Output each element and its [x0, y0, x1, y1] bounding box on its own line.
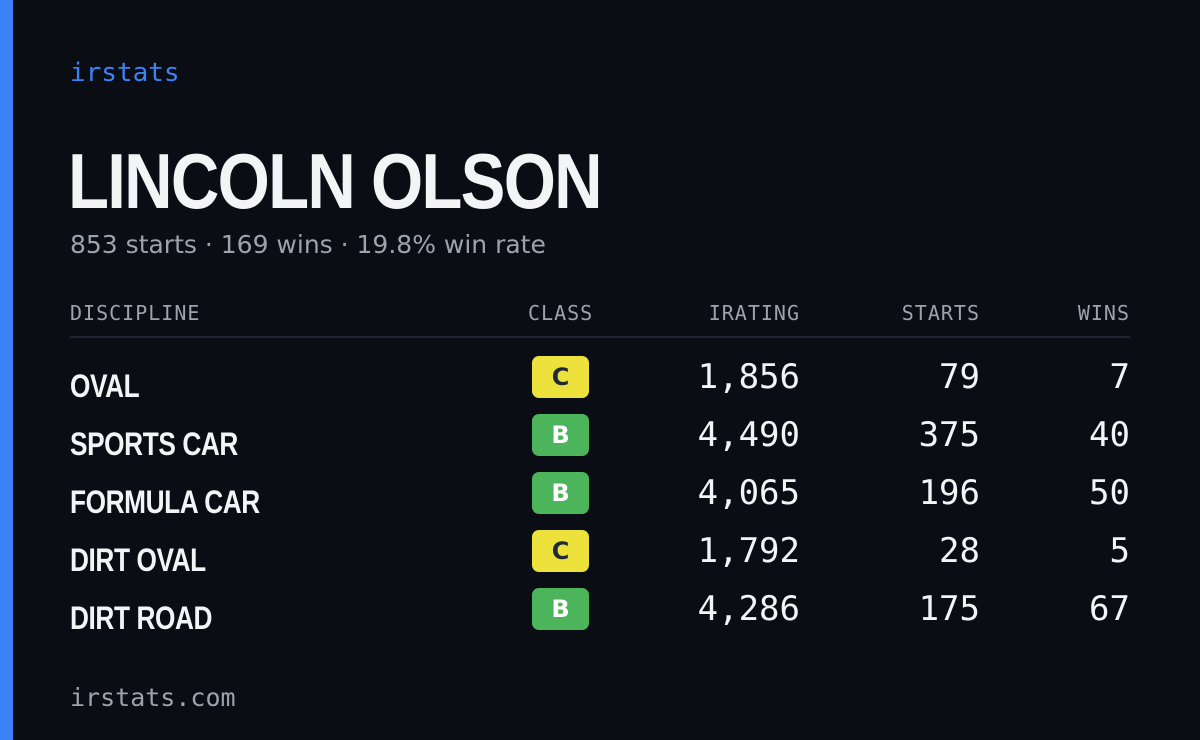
- discipline-name: OVAL: [70, 368, 140, 404]
- starts-value: 196: [918, 473, 980, 513]
- header-wins: WINS: [1077, 301, 1130, 325]
- starts-value: 175: [918, 589, 980, 629]
- table-row: DIRT ROAD B 4,286 175 67: [70, 586, 1130, 644]
- table-row: FORMULA CAR B 4,065 196 50: [70, 470, 1130, 528]
- irating-value: 4,065: [697, 473, 800, 513]
- discipline-name: FORMULA CAR: [70, 484, 260, 520]
- header-starts: STARTS: [901, 301, 980, 325]
- brand-logo: irstats: [70, 58, 180, 88]
- stats-table: DISCIPLINE CLASS IRATING STARTS WINS OVA…: [70, 296, 1130, 644]
- header-class: CLASS: [528, 301, 594, 325]
- header-irating: IRATING: [708, 301, 800, 325]
- irating-value: 4,286: [697, 589, 800, 629]
- starts-value: 28: [939, 531, 980, 571]
- class-badge: C: [532, 356, 589, 398]
- table-header: DISCIPLINE CLASS IRATING STARTS WINS: [70, 296, 1130, 338]
- irating-value: 1,856: [697, 357, 800, 397]
- table-row: OVAL C 1,856 79 7: [70, 354, 1130, 412]
- starts-value: 375: [918, 415, 980, 455]
- wins-value: 40: [1089, 415, 1130, 455]
- footer-url[interactable]: irstats.com: [70, 683, 236, 712]
- irating-value: 1,792: [697, 531, 800, 571]
- class-badge: B: [532, 588, 589, 630]
- irating-value: 4,490: [697, 415, 800, 455]
- table-row: DIRT OVAL C 1,792 28 5: [70, 528, 1130, 586]
- starts-value: 79: [939, 357, 980, 397]
- wins-value: 5: [1109, 531, 1130, 571]
- discipline-name: DIRT OVAL: [70, 542, 206, 578]
- class-badge: C: [532, 530, 589, 572]
- discipline-name: DIRT ROAD: [70, 600, 213, 636]
- player-summary: 853 starts · 169 wins · 19.8% win rate: [70, 230, 546, 259]
- player-name: LINCOLN OLSON: [68, 137, 603, 225]
- header-discipline: DISCIPLINE: [70, 301, 201, 325]
- table-body: OVAL C 1,856 79 7 SPORTS CAR B 4,490 375…: [70, 354, 1130, 644]
- table-row: SPORTS CAR B 4,490 375 40: [70, 412, 1130, 470]
- class-badge: B: [532, 472, 589, 514]
- discipline-name: SPORTS CAR: [70, 426, 238, 462]
- class-badge: B: [532, 414, 589, 456]
- wins-value: 67: [1089, 589, 1130, 629]
- wins-value: 50: [1089, 473, 1130, 513]
- accent-bar: [0, 0, 13, 740]
- wins-value: 7: [1109, 357, 1130, 397]
